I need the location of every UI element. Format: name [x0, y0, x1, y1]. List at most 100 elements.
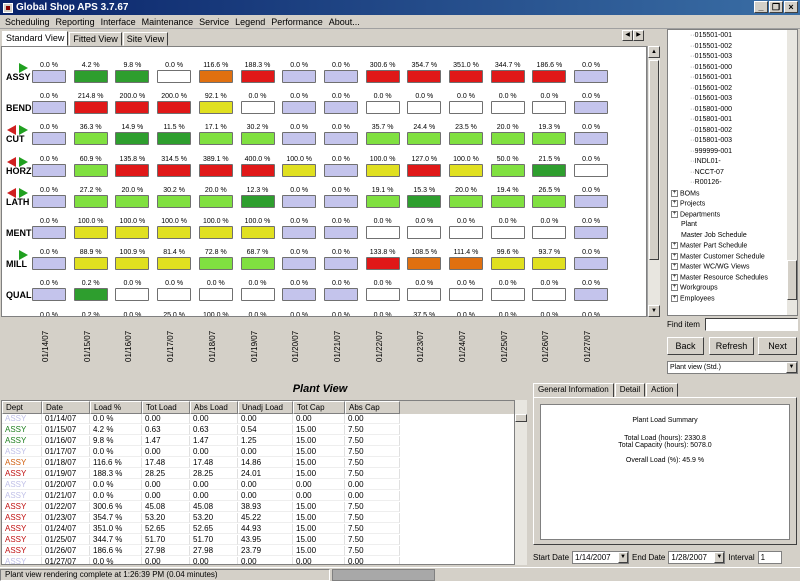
restore-button[interactable]: ❐ [769, 1, 783, 13]
load-cell[interactable]: 0.0 % [32, 155, 66, 177]
load-bar[interactable] [73, 132, 108, 146]
load-bar[interactable] [323, 163, 358, 177]
load-bar[interactable] [282, 194, 317, 208]
table-row[interactable]: ASSY 01/15/07 4.2 % 0.63 0.63 0.54 15.00 7.50 [2, 425, 514, 435]
tab-detail[interactable]: Detail [614, 383, 646, 397]
load-bar[interactable] [157, 226, 192, 239]
load-bar[interactable] [115, 163, 150, 177]
load-bar[interactable] [32, 132, 66, 146]
load-cell[interactable]: 100.0 % [115, 217, 150, 239]
load-cell[interactable]: 100.0 % [198, 217, 233, 239]
load-bar[interactable] [574, 163, 609, 177]
load-cell[interactable]: 37.5 % [407, 311, 441, 316]
table-row[interactable]: ASSY 01/19/07 188.3 % 28.25 28.25 24.01 15.00 7… [2, 469, 514, 479]
load-bar[interactable] [323, 101, 358, 115]
tab-general-information[interactable]: General Information [533, 383, 614, 398]
load-bar[interactable] [323, 226, 358, 239]
load-cell[interactable]: 0.0 % [323, 279, 358, 302]
tab-standard-view[interactable]: Standard View [2, 31, 69, 46]
load-cell[interactable]: 0.0 % [532, 279, 567, 302]
table-scroll-thumb[interactable] [515, 414, 527, 422]
expand-icon[interactable]: + [671, 200, 678, 207]
date-label[interactable]: 01/24/07 [458, 318, 470, 370]
load-cell[interactable]: 127.0 % [407, 155, 442, 177]
date-label[interactable]: 01/17/07 [166, 318, 178, 370]
chevron-down-icon[interactable]: ▼ [714, 552, 725, 563]
load-cell[interactable]: 100.0 % [73, 217, 108, 239]
load-cell[interactable]: 20.0 % [490, 123, 525, 146]
load-bar[interactable] [407, 70, 442, 83]
load-bar[interactable] [157, 257, 192, 271]
table-row[interactable]: ASSY 01/26/07 186.6 % 27.98 27.98 23.79 15.00 7… [2, 546, 514, 556]
load-cell[interactable]: 99.6 % [490, 248, 525, 271]
tree-node[interactable]: Plant [681, 221, 697, 228]
table-row[interactable]: ASSY 01/18/07 116.6 % 17.48 17.48 14.86 15.00 7… [2, 458, 514, 468]
load-bar[interactable] [73, 70, 108, 83]
tree-node[interactable]: ··NCCT-07 [690, 169, 724, 176]
tree-node[interactable]: ··INDL01- [690, 158, 721, 165]
interval-input[interactable]: 1 [757, 551, 782, 564]
load-bar[interactable] [365, 257, 400, 271]
load-cell[interactable]: 19.1 % [365, 186, 400, 208]
load-bar[interactable] [157, 132, 192, 146]
menu-service[interactable]: Service [199, 16, 230, 27]
load-cell[interactable]: 0.0 % [407, 217, 442, 239]
load-cell[interactable]: 133.8 % [365, 248, 400, 271]
load-cell[interactable]: 17.1 % [198, 123, 233, 146]
load-bar[interactable] [407, 288, 442, 302]
load-bar[interactable] [490, 163, 525, 177]
load-cell[interactable]: 0.0 % [32, 92, 66, 115]
load-bar[interactable] [449, 257, 483, 271]
load-bar[interactable] [532, 101, 567, 115]
load-cell[interactable]: 0.0 % [240, 92, 275, 115]
tree-node[interactable]: ··015801-002 [690, 127, 732, 134]
load-cell[interactable]: 0.0 % [574, 186, 609, 208]
load-bar[interactable] [198, 226, 233, 239]
expand-icon[interactable]: + [671, 242, 678, 249]
load-bar[interactable] [574, 70, 609, 83]
tree-node[interactable]: ··015601-002 [690, 85, 732, 92]
load-cell[interactable]: 30.2 % [157, 186, 192, 208]
load-cell[interactable]: 23.5 % [449, 123, 483, 146]
load-cell[interactable]: 0.0 % [32, 311, 66, 316]
load-bar[interactable] [198, 132, 233, 146]
load-cell[interactable]: 30.2 % [240, 123, 275, 146]
load-bar[interactable] [490, 288, 525, 302]
load-bar[interactable] [323, 257, 358, 271]
table-row[interactable]: ASSY 01/21/07 0.0 % 0.00 0.00 0.00 0.00 0.00 [2, 491, 514, 501]
load-bar[interactable] [32, 257, 66, 271]
next-button[interactable]: Next [758, 337, 797, 355]
load-bar[interactable] [365, 226, 400, 239]
load-cell[interactable]: 0.0 % [449, 279, 483, 302]
tab-action[interactable]: Action [646, 383, 679, 397]
load-cell[interactable]: 0.0 % [282, 186, 317, 208]
load-cell[interactable]: 88.9 % [73, 248, 108, 271]
load-cell[interactable]: 314.5 % [157, 155, 192, 177]
load-cell[interactable]: 0.0 % [198, 279, 233, 302]
load-cell[interactable]: 0.0 % [532, 311, 566, 316]
load-bar[interactable] [407, 163, 442, 177]
load-cell[interactable]: 0.0 % [323, 92, 358, 115]
load-bar[interactable] [574, 257, 609, 271]
load-cell[interactable]: 0.0 % [282, 279, 317, 302]
date-label[interactable]: 01/23/07 [416, 318, 428, 370]
load-bar[interactable] [449, 101, 483, 115]
load-cell[interactable]: 15.3 % [407, 186, 442, 208]
load-bar[interactable] [532, 194, 567, 208]
tree-node[interactable]: ··999999-001 [690, 148, 732, 155]
load-cell[interactable]: 72.8 % [198, 248, 233, 271]
back-button[interactable]: Back [667, 337, 704, 355]
load-bar[interactable] [73, 101, 108, 115]
load-bar[interactable] [240, 163, 275, 177]
date-label[interactable]: 01/21/07 [333, 318, 345, 370]
date-label[interactable]: 01/16/07 [124, 318, 136, 370]
load-cell[interactable]: 0.0 % [323, 155, 358, 177]
load-cell[interactable]: 14.9 % [115, 123, 150, 146]
date-label[interactable]: 01/27/07 [583, 318, 595, 370]
load-cell[interactable]: 21.5 % [532, 155, 567, 177]
load-bar[interactable] [449, 132, 483, 146]
load-cell[interactable]: 0.0 % [282, 217, 317, 239]
load-bar[interactable] [240, 288, 275, 302]
load-bar[interactable] [157, 288, 192, 302]
load-cell[interactable]: 20.0 % [115, 186, 150, 208]
